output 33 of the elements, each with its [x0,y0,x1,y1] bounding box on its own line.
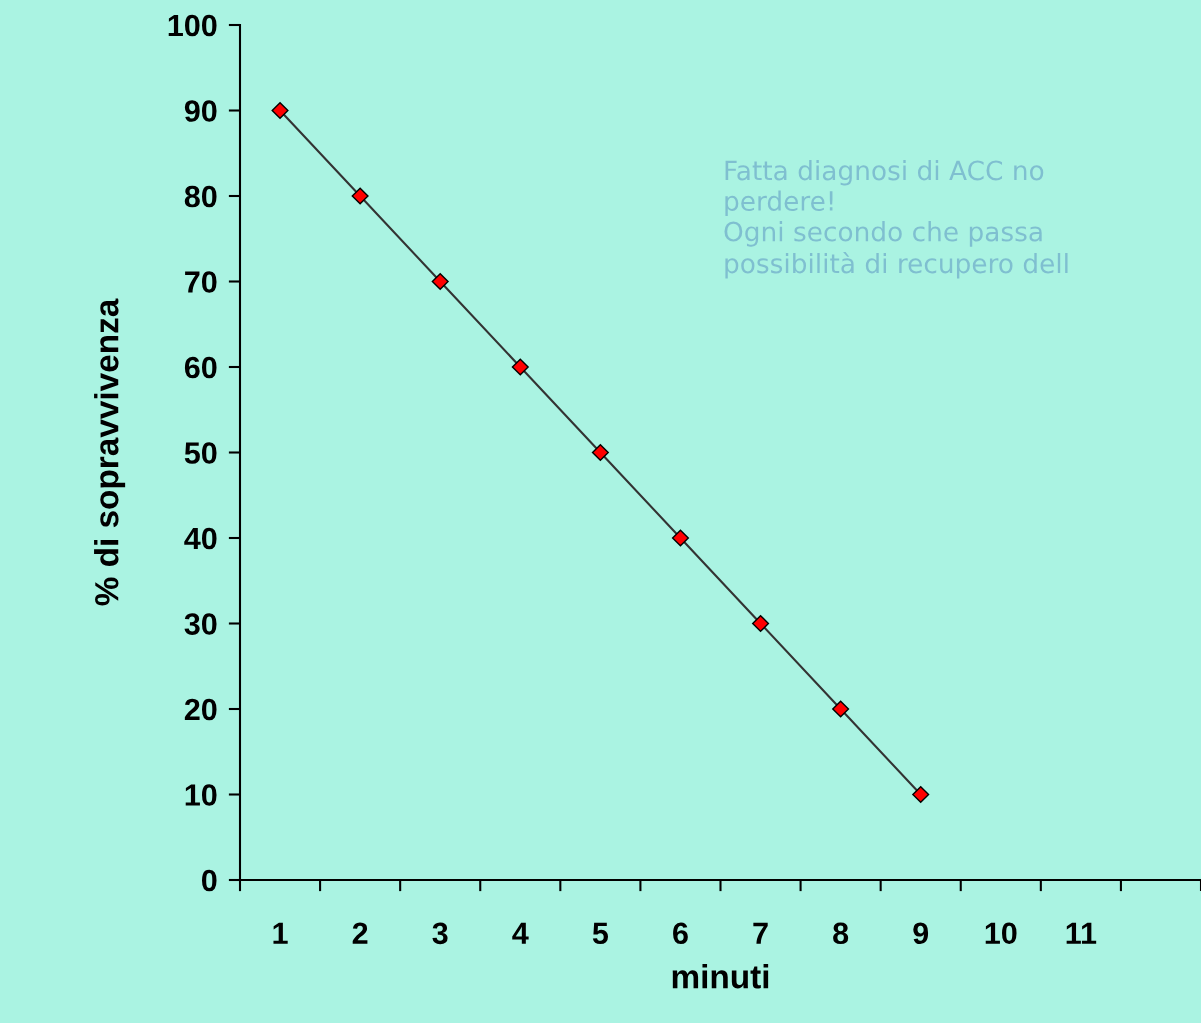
y-tick-label: 40 [184,527,217,550]
x-tick-label: 2 [352,922,368,944]
y-tick-label: 60 [184,356,217,379]
point [431,272,449,291]
x-tick-label: 7 [753,922,768,944]
point [351,187,369,205]
x-tick-label: 6 [673,922,688,945]
y-tick-label: 30 [184,613,217,635]
point [751,614,770,633]
point [271,101,289,120]
point [511,358,529,376]
y-tick-label: 50 [184,442,217,464]
y-tick-label: 80 [184,185,217,208]
point [832,700,850,718]
x-tick-label: 4 [512,922,529,944]
x-axis-title: minuti [672,964,769,989]
point [671,529,690,547]
y-tick-label: 10 [185,784,217,806]
x-tick-label: 8 [833,922,849,945]
x-tick-label: 9 [913,922,929,945]
x-tick-label: 1 [273,922,288,944]
y-tick-label: 70 [185,271,217,293]
y-axis-title: % di sopravvivenza [94,298,126,606]
x-tick-label: 3 [432,922,448,945]
y-tick-label: 20 [184,698,217,721]
y-tick-label: 0 [201,869,217,892]
x-tick-label: 10 [985,922,1017,945]
y-tick-label: 100 [168,14,217,37]
x-tick-label: 5 [592,922,609,945]
point [591,443,609,462]
point [912,785,930,804]
y-tick-label: 90 [184,100,217,122]
x-tick-label: 11 [1066,922,1097,944]
